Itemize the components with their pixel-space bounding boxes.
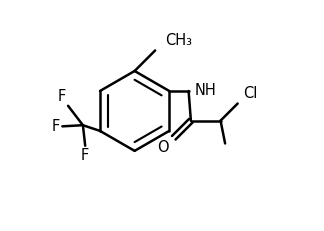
Text: Cl: Cl — [243, 86, 257, 101]
Text: NH: NH — [195, 83, 217, 98]
Text: F: F — [52, 119, 60, 134]
Text: CH₃: CH₃ — [166, 33, 192, 48]
Text: O: O — [157, 140, 169, 155]
Text: F: F — [81, 149, 89, 164]
Text: F: F — [58, 89, 66, 104]
